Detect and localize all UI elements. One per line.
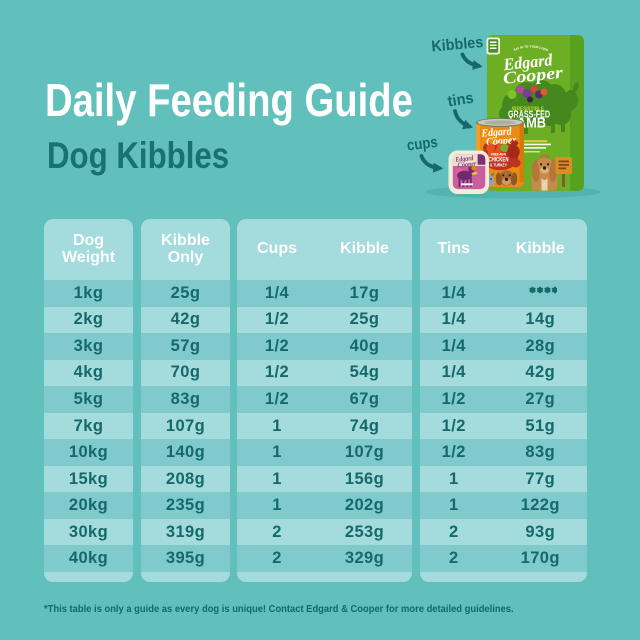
svg-text:Cooper: Cooper [457, 160, 477, 170]
svg-text:FREE-RUN: FREE-RUN [491, 153, 507, 157]
svg-text:tins: tins [446, 90, 474, 111]
svg-text:Edgard: Edgard [480, 126, 512, 140]
svg-text:CHICKEN: CHICKEN [489, 158, 509, 164]
svg-text:cups: cups [406, 134, 439, 155]
svg-text:Kibbles: Kibbles [431, 34, 484, 55]
svg-text:& TURKEY: & TURKEY [490, 163, 508, 169]
svg-text:GRASS-FED: GRASS-FED [508, 109, 550, 120]
svg-text:IRRESISTIBLE: IRRESISTIBLE [512, 107, 544, 113]
svg-text:Edgard: Edgard [454, 154, 474, 164]
